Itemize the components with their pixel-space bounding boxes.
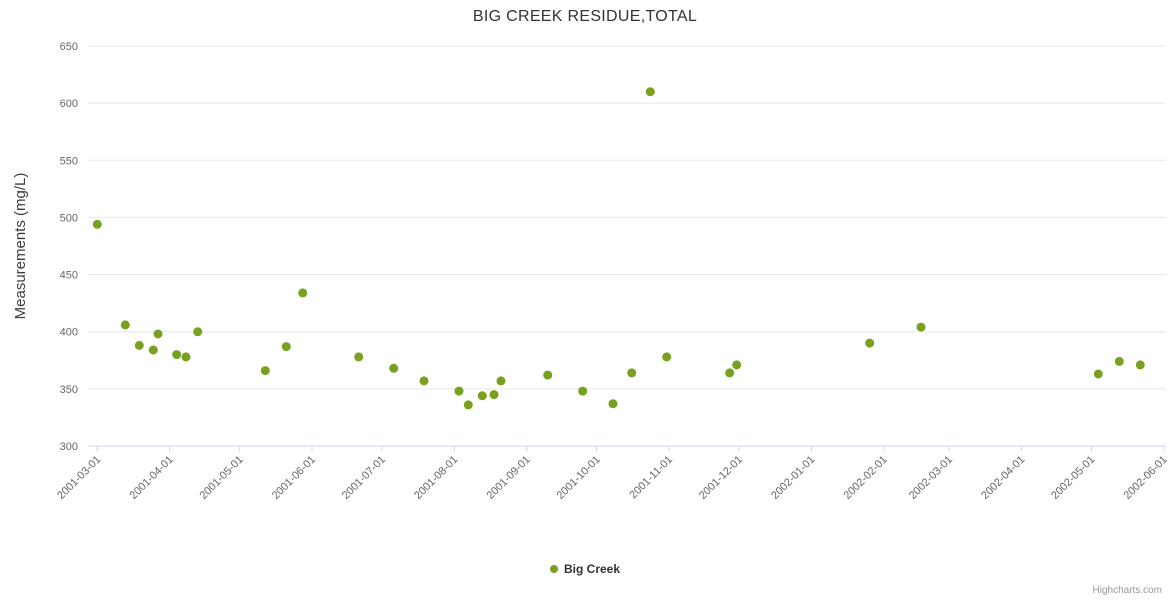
data-point[interactable] bbox=[419, 376, 429, 386]
data-point[interactable] bbox=[578, 386, 588, 396]
data-point[interactable] bbox=[181, 352, 191, 362]
data-point[interactable] bbox=[662, 352, 672, 362]
data-point[interactable] bbox=[496, 376, 506, 386]
x-tick-label: 2001-04-01 bbox=[128, 454, 176, 502]
data-point[interactable] bbox=[354, 352, 364, 362]
x-tick-label: 2001-09-01 bbox=[485, 454, 533, 502]
x-tick-label: 2002-02-01 bbox=[842, 454, 890, 502]
x-tick-label: 2001-03-01 bbox=[55, 454, 103, 502]
y-tick-label: 300 bbox=[60, 441, 78, 453]
data-point[interactable] bbox=[454, 386, 464, 396]
x-tick-label: 2001-05-01 bbox=[198, 454, 246, 502]
data-point[interactable] bbox=[153, 329, 163, 339]
data-point[interactable] bbox=[148, 345, 158, 355]
data-point[interactable] bbox=[732, 360, 742, 370]
y-tick-label: 650 bbox=[60, 41, 78, 53]
data-point[interactable] bbox=[92, 219, 102, 229]
x-tick-label: 2002-05-01 bbox=[1049, 454, 1097, 502]
y-tick-label: 500 bbox=[60, 212, 78, 224]
data-point[interactable] bbox=[477, 391, 487, 401]
y-tick-label: 600 bbox=[60, 98, 78, 110]
legend-marker-icon bbox=[549, 565, 558, 573]
data-point[interactable] bbox=[608, 399, 618, 409]
x-tick-label: 2001-08-01 bbox=[412, 454, 460, 502]
y-tick-label: 450 bbox=[60, 270, 78, 282]
legend[interactable]: Big Creek bbox=[0, 562, 1170, 576]
data-point[interactable] bbox=[1114, 356, 1124, 366]
x-tick-label: 2001-12-01 bbox=[697, 454, 745, 502]
data-point[interactable] bbox=[193, 327, 203, 337]
x-tick-label: 2001-07-01 bbox=[340, 454, 388, 502]
data-point[interactable] bbox=[134, 340, 144, 350]
data-point[interactable] bbox=[627, 368, 637, 378]
data-point[interactable] bbox=[489, 390, 499, 400]
y-axis-title: Measurements (mg/L) bbox=[12, 173, 29, 320]
data-point[interactable] bbox=[298, 288, 308, 298]
x-tick-label: 2001-10-01 bbox=[555, 454, 603, 502]
highcharts-credits[interactable]: Highcharts.com bbox=[1092, 585, 1162, 596]
x-tick-label: 2001-11-01 bbox=[627, 454, 675, 502]
data-point[interactable] bbox=[645, 87, 655, 97]
data-point[interactable] bbox=[389, 363, 399, 373]
y-tick-label: 550 bbox=[60, 155, 78, 167]
legend-label: Big Creek bbox=[563, 562, 621, 576]
x-tick-label: 2002-06-01 bbox=[1122, 454, 1170, 502]
data-point[interactable] bbox=[172, 350, 182, 360]
data-point[interactable] bbox=[463, 400, 473, 410]
data-point[interactable] bbox=[260, 366, 270, 376]
data-point[interactable] bbox=[865, 338, 875, 348]
data-point[interactable] bbox=[916, 322, 926, 332]
y-tick-label: 400 bbox=[60, 327, 78, 339]
x-tick-label: 2001-06-01 bbox=[270, 454, 318, 502]
data-point[interactable] bbox=[281, 342, 291, 352]
x-tick-label: 2002-04-01 bbox=[979, 454, 1027, 502]
data-point[interactable] bbox=[543, 370, 553, 380]
data-point[interactable] bbox=[1135, 360, 1145, 370]
chart-title: BIG CREEK RESIDUE,TOTAL bbox=[472, 8, 698, 25]
data-point[interactable] bbox=[120, 320, 130, 330]
x-tick-label: 2002-03-01 bbox=[907, 454, 955, 502]
y-tick-label: 350 bbox=[60, 384, 78, 396]
data-point[interactable] bbox=[1093, 369, 1103, 379]
data-point[interactable] bbox=[725, 368, 735, 378]
x-tick-label: 2002-01-01 bbox=[769, 454, 817, 502]
